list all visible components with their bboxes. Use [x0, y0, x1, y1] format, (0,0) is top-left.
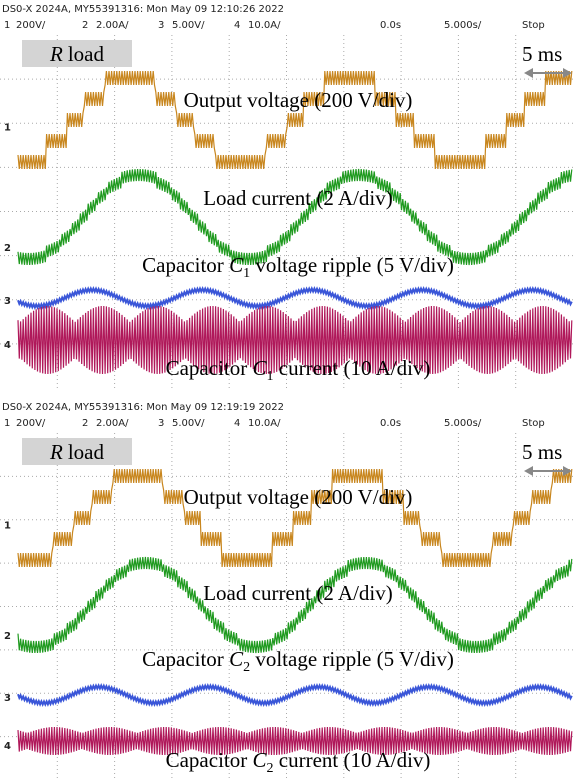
- scope-screen: 1 Output voltage (200 V/div) 2 Load current…: [0, 35, 573, 388]
- channel-number: 2: [82, 418, 88, 429]
- time-scale: 5.000s/: [444, 418, 482, 429]
- scope-header: DS0-X 2024A, MY55391316: Mon May 09 12:1…: [2, 402, 284, 413]
- trace-label: Load current (2 A/div): [203, 581, 393, 605]
- label-text: voltage ripple (5 V/div): [250, 253, 454, 277]
- channel-scale: 2.00A/: [96, 20, 129, 31]
- scope-screen: 1 Output voltage (200 V/div) 2 Load current…: [0, 433, 573, 780]
- label-symbol: C: [253, 748, 268, 772]
- label-subscript: 1: [243, 266, 250, 281]
- label-text: Capacitor: [166, 356, 253, 380]
- channel-scale: 5.00V/: [172, 418, 205, 429]
- label-subscript: 2: [243, 660, 250, 675]
- channel-number: 2: [82, 20, 88, 31]
- trace-marker: 1: [4, 122, 11, 133]
- channel-scale: 10.0A/: [248, 418, 281, 429]
- status: Stop: [522, 20, 545, 31]
- scope-figure: DS0-X 2024A, MY55391316: Mon May 09 12:1…: [0, 0, 573, 782]
- channel-number: 4: [234, 418, 240, 429]
- label-text: current (10 A/div): [274, 356, 431, 380]
- scope-panel: DS0-X 2024A, MY55391316: Mon May 09 12:1…: [0, 402, 573, 780]
- label-text: Capacitor: [142, 253, 229, 277]
- scope-panel: DS0-X 2024A, MY55391316: Mon May 09 12:1…: [0, 4, 573, 388]
- label-text: current (10 A/div): [274, 748, 431, 772]
- trace-label: Output voltage (200 V/div): [184, 485, 413, 509]
- trace-label: Capacitor C2 voltage ripple (5 V/div): [142, 647, 454, 675]
- trace-marker: 2: [4, 243, 11, 254]
- trace-label: Output voltage (200 V/div): [184, 88, 413, 112]
- time-offset: 0.0s: [380, 20, 401, 31]
- label-text: Load current (2 A/div): [203, 581, 393, 605]
- channel-scale: 200V/: [16, 418, 46, 429]
- label-symbol: C: [253, 356, 268, 380]
- load-text: load: [68, 440, 105, 464]
- trace-label: Load current (2 A/div): [203, 186, 393, 210]
- label-subscript: 2: [267, 761, 274, 776]
- load-symbol: R: [49, 440, 63, 464]
- load-text: load: [68, 42, 105, 66]
- trace-label: Capacitor C1 current (10 A/div): [166, 356, 431, 384]
- label-text: Load current (2 A/div): [203, 186, 393, 210]
- label-text: Capacitor: [166, 748, 253, 772]
- trace-label: Capacitor C2 current (10 A/div): [166, 748, 431, 776]
- trace-label: Capacitor C1 voltage ripple (5 V/div): [142, 253, 454, 281]
- channel-number: 3: [158, 418, 164, 429]
- channel-scale: 200V/: [16, 20, 46, 31]
- time-scale: 5.000s/: [444, 20, 482, 31]
- label-text: voltage ripple (5 V/div): [250, 647, 454, 671]
- label-text: Output voltage (200 V/div): [184, 485, 413, 509]
- trace-marker: 1: [4, 520, 11, 531]
- channel-number: 4: [234, 20, 240, 31]
- channel-scale: 2.00A/: [96, 418, 129, 429]
- channel-scale: 10.0A/: [248, 20, 281, 31]
- time-offset: 0.0s: [380, 418, 401, 429]
- trace-marker: 3: [4, 296, 11, 307]
- label-symbol: C: [229, 253, 244, 277]
- trace-marker: 3: [4, 693, 11, 704]
- scope-header: DS0-X 2024A, MY55391316: Mon May 09 12:1…: [2, 4, 284, 15]
- load-symbol: R: [49, 42, 63, 66]
- trace-marker: 4: [4, 741, 11, 752]
- time-marker: 5 ms: [522, 42, 562, 66]
- channel-number: 1: [4, 20, 10, 31]
- label-subscript: 1: [267, 369, 274, 384]
- channel-number: 1: [4, 418, 10, 429]
- label-text: Capacitor: [142, 647, 229, 671]
- label-text: Output voltage (200 V/div): [184, 88, 413, 112]
- status: Stop: [522, 418, 545, 429]
- time-marker: 5 ms: [522, 440, 562, 464]
- channel-scale: 5.00V/: [172, 20, 205, 31]
- trace-marker: 4: [4, 340, 11, 351]
- trace-marker: 2: [4, 631, 11, 642]
- label-symbol: C: [229, 647, 244, 671]
- channel-number: 3: [158, 20, 164, 31]
